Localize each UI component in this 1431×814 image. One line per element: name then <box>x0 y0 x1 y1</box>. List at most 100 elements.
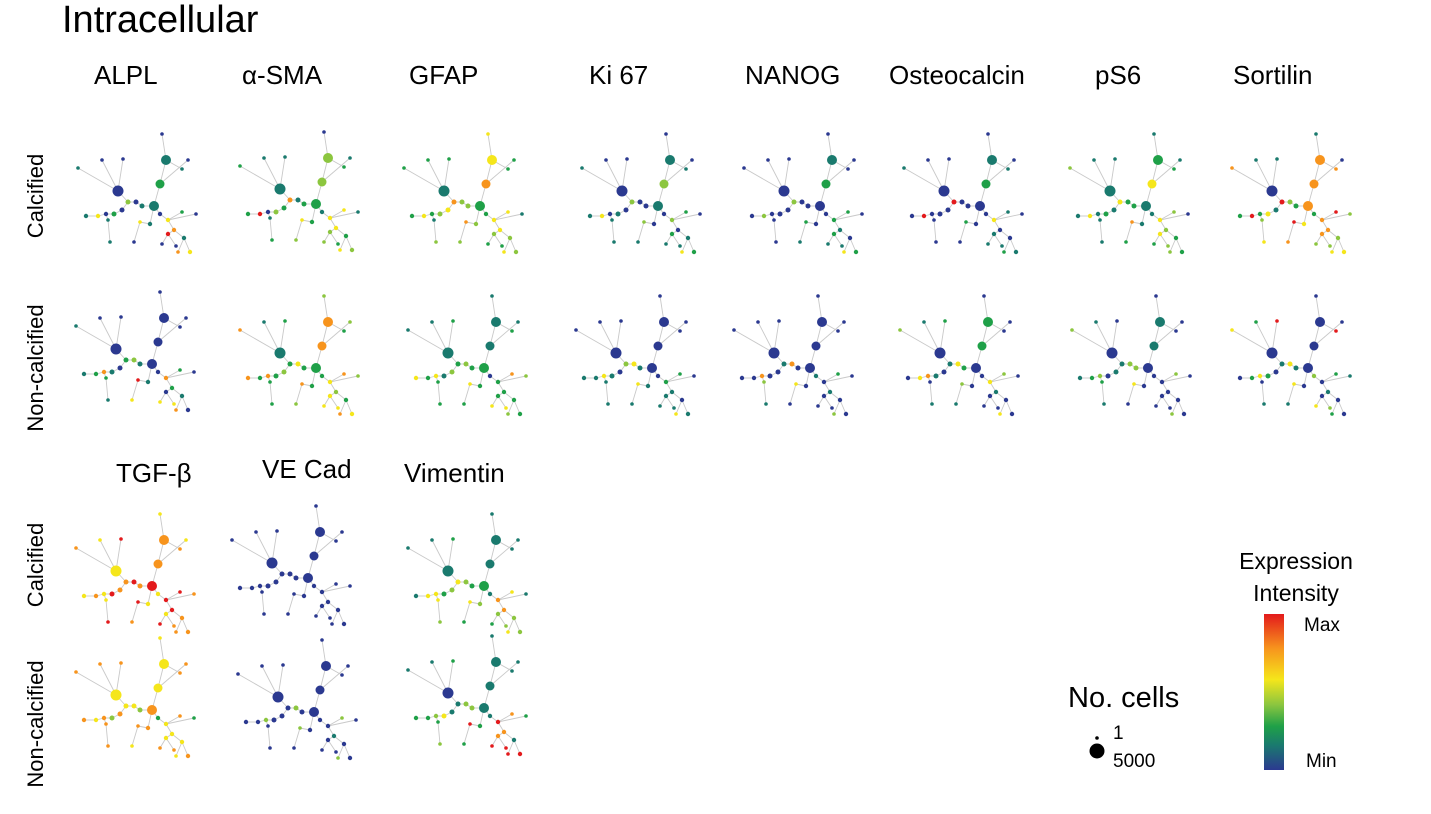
tree-edge <box>165 593 195 601</box>
tree-node <box>311 199 321 209</box>
tree-node <box>1174 372 1178 376</box>
tree-node <box>517 629 523 635</box>
tree-node <box>500 244 504 248</box>
tree-edge <box>681 399 689 415</box>
tree-node <box>692 374 696 378</box>
tree-node <box>1141 201 1151 211</box>
tree-node <box>1237 375 1243 381</box>
tree-node <box>455 361 461 367</box>
tree-node <box>117 587 123 593</box>
tree-node <box>406 328 410 332</box>
tree-node <box>479 703 489 713</box>
tree-edge <box>183 237 191 253</box>
tree-edge <box>339 399 347 415</box>
tree-node <box>798 240 802 244</box>
tree-edge <box>823 395 833 409</box>
tree-node <box>497 227 503 233</box>
tree-node <box>1330 412 1334 416</box>
tree-node <box>123 703 129 709</box>
tree-node <box>1157 217 1163 223</box>
tree-edge <box>493 213 523 221</box>
tree-node <box>1334 329 1338 333</box>
tree-node <box>987 393 993 399</box>
tree-node <box>158 746 162 750</box>
tree-node <box>921 213 927 219</box>
tree-node <box>348 320 352 324</box>
tree-node <box>774 240 778 244</box>
color-scale-bar <box>1264 614 1284 770</box>
tree-edge <box>329 395 339 409</box>
tree-node <box>623 361 629 367</box>
tree-edge <box>489 661 519 687</box>
tree-edge <box>833 233 843 247</box>
tree-node <box>749 213 755 219</box>
tree-node <box>343 397 349 403</box>
tree-node <box>1070 328 1074 332</box>
tree-edge <box>1255 321 1273 354</box>
tree-edge <box>993 233 1003 247</box>
tree-edge <box>839 399 847 415</box>
tree-edge <box>99 317 117 350</box>
tree-node <box>850 374 854 378</box>
tree-node <box>1334 372 1338 376</box>
tree-edge <box>99 663 117 696</box>
tree-node <box>81 371 87 377</box>
tree-node <box>230 538 234 542</box>
tree-node <box>287 571 293 577</box>
tree-node <box>257 211 263 217</box>
tree-node <box>328 616 332 620</box>
tree-edge <box>1171 399 1179 415</box>
tree-panel <box>402 132 524 255</box>
tree-node <box>598 320 602 324</box>
tree-node <box>917 375 923 381</box>
tree-node <box>1266 347 1278 359</box>
tree-node <box>495 611 501 617</box>
tree-node <box>495 733 501 739</box>
tree-panel <box>76 132 198 255</box>
tree-edge <box>75 671 117 696</box>
tree-node <box>981 179 991 189</box>
tree-node <box>788 402 792 406</box>
tree-node <box>623 207 629 213</box>
tree-node <box>110 689 122 701</box>
tree-node <box>813 373 819 379</box>
tree-edge <box>1009 237 1017 253</box>
tree-edge <box>295 383 303 405</box>
tree-edge <box>1331 237 1339 253</box>
tree-edge <box>175 617 183 633</box>
tree-node <box>319 209 325 215</box>
tree-node <box>768 347 780 359</box>
tree-node <box>954 402 958 406</box>
tree-node <box>516 320 520 324</box>
tree-edge <box>955 383 963 405</box>
tree-node <box>933 373 939 379</box>
tree-node <box>468 722 472 726</box>
tree-node <box>348 584 352 588</box>
tree-node <box>442 347 454 359</box>
tree-node <box>846 167 850 171</box>
tree-node <box>132 240 136 244</box>
tree-node <box>1139 221 1145 227</box>
tree-node <box>1314 242 1318 246</box>
tree-node <box>349 411 355 417</box>
tree-node <box>1103 211 1109 217</box>
tree-node <box>816 404 820 408</box>
tree-node <box>975 201 985 211</box>
tree-node <box>441 373 447 379</box>
tree-node <box>74 324 78 328</box>
tree-node <box>279 713 285 719</box>
tree-node <box>473 221 479 227</box>
tree-node <box>756 320 760 324</box>
tree-node <box>1265 211 1271 217</box>
tree-edge <box>665 395 675 409</box>
tree-node <box>1341 249 1347 255</box>
tree-edge <box>497 593 527 601</box>
tree-edge <box>497 715 527 723</box>
tree-node <box>341 741 347 747</box>
tree-node <box>300 218 304 222</box>
tree-edge <box>1153 321 1183 347</box>
tree-node <box>95 213 101 219</box>
tree-node <box>161 155 171 165</box>
tree-node <box>1319 379 1325 385</box>
tree-node <box>506 210 510 214</box>
